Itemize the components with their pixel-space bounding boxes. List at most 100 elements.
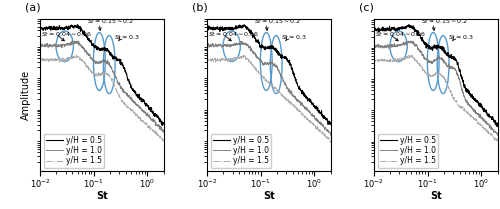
X-axis label: St: St (430, 191, 442, 201)
y/H = 1.5 (470, 116, 476, 119)
y/H = 1.5 (87, 68, 93, 71)
y/H = 1.5 (328, 140, 334, 143)
y/H = 1.0 (470, 107, 476, 110)
y/H = 1.0 (405, 40, 411, 42)
Line: y/H = 1.0: y/H = 1.0 (40, 41, 164, 132)
y/H = 1.5 (456, 104, 462, 107)
y/H = 1.5 (494, 139, 500, 142)
y/H = 1.0 (468, 106, 473, 108)
Line: y/H = 0.5: y/H = 0.5 (40, 25, 164, 125)
y/H = 1.5 (216, 59, 222, 61)
Legend: y/H = 0.5, y/H = 1.0, y/H = 1.5: y/H = 0.5, y/H = 1.0, y/H = 1.5 (210, 134, 272, 168)
Text: (a): (a) (25, 3, 41, 13)
y/H = 1.0 (37, 44, 43, 46)
y/H = 1.5 (37, 58, 43, 61)
y/H = 0.5 (300, 91, 306, 94)
Text: $St \approx 0.04{\sim}0.06$: $St \approx 0.04{\sim}0.06$ (208, 30, 260, 38)
Text: $St \approx 0.04{\sim}0.06$: $St \approx 0.04{\sim}0.06$ (375, 30, 426, 38)
y/H = 0.5 (468, 93, 473, 95)
y/H = 1.5 (134, 113, 140, 116)
y/H = 1.0 (300, 105, 306, 108)
X-axis label: St: St (96, 191, 108, 201)
y/H = 0.5 (134, 94, 140, 96)
y/H = 1.0 (302, 107, 308, 110)
y/H = 1.0 (75, 40, 81, 42)
y/H = 0.5 (241, 23, 247, 26)
Text: $St \approx 0.15{\sim}0.2$: $St \approx 0.15{\sim}0.2$ (254, 17, 300, 25)
y/H = 1.5 (122, 104, 128, 106)
Text: (c): (c) (359, 3, 374, 13)
y/H = 0.5 (92, 46, 98, 48)
Line: y/H = 1.5: y/H = 1.5 (40, 55, 164, 141)
y/H = 0.5 (421, 40, 427, 43)
Line: y/H = 1.5: y/H = 1.5 (207, 55, 330, 142)
y/H = 0.5 (325, 123, 331, 126)
y/H = 1.0 (160, 130, 166, 133)
y/H = 1.5 (408, 54, 414, 57)
Line: y/H = 1.0: y/H = 1.0 (207, 41, 330, 135)
y/H = 0.5 (216, 27, 222, 29)
y/H = 1.5 (258, 73, 264, 76)
Text: (b): (b) (192, 3, 208, 13)
y/H = 1.0 (258, 61, 264, 63)
y/H = 0.5 (302, 96, 308, 98)
y/H = 0.5 (470, 97, 476, 99)
y/H = 1.5 (136, 117, 142, 120)
y/H = 1.5 (421, 70, 427, 73)
y/H = 1.0 (328, 134, 334, 136)
y/H = 1.5 (300, 113, 306, 116)
y/H = 1.0 (92, 60, 98, 63)
y/H = 1.0 (204, 46, 210, 49)
y/H = 1.0 (87, 56, 93, 58)
y/H = 0.5 (406, 23, 412, 26)
y/H = 1.5 (160, 140, 166, 142)
y/H = 1.5 (426, 73, 432, 75)
Text: $St \approx 0.3$: $St \approx 0.3$ (281, 33, 306, 41)
Line: y/H = 0.5: y/H = 0.5 (374, 25, 498, 127)
y/H = 0.5 (384, 28, 390, 31)
y/H = 0.5 (254, 39, 260, 42)
y/H = 1.0 (494, 134, 500, 136)
Line: y/H = 0.5: y/H = 0.5 (207, 25, 330, 124)
Text: $St \approx 0.3$: $St \approx 0.3$ (114, 33, 140, 41)
y/H = 0.5 (50, 27, 56, 29)
y/H = 1.0 (216, 44, 222, 47)
Text: $St \approx 0.04{\sim}0.06$: $St \approx 0.04{\sim}0.06$ (41, 30, 92, 38)
X-axis label: St: St (263, 191, 274, 201)
y/H = 0.5 (204, 26, 210, 28)
y/H = 1.0 (122, 92, 128, 94)
y/H = 1.5 (494, 137, 500, 139)
y/H = 1.0 (371, 44, 377, 46)
y/H = 1.0 (160, 131, 166, 134)
y/H = 1.5 (302, 115, 308, 118)
y/H = 0.5 (456, 67, 462, 69)
y/H = 1.5 (204, 58, 210, 61)
y/H = 1.5 (468, 115, 473, 117)
y/H = 1.0 (136, 105, 142, 107)
y/H = 0.5 (159, 124, 165, 127)
y/H = 1.5 (371, 59, 377, 62)
y/H = 1.0 (134, 103, 140, 106)
y/H = 0.5 (328, 122, 334, 125)
y/H = 0.5 (494, 122, 500, 124)
Text: $St \approx 0.15{\sim}0.2$: $St \approx 0.15{\sim}0.2$ (87, 17, 134, 25)
y/H = 1.5 (254, 70, 260, 73)
y/H = 1.0 (426, 60, 432, 62)
Line: y/H = 1.5: y/H = 1.5 (374, 55, 498, 141)
y/H = 0.5 (289, 67, 295, 69)
Text: $St \approx 0.15{\sim}0.2$: $St \approx 0.15{\sim}0.2$ (421, 17, 468, 25)
y/H = 0.5 (371, 28, 377, 31)
y/H = 1.5 (384, 60, 390, 63)
Y-axis label: Amplitude: Amplitude (21, 70, 31, 120)
y/H = 1.5 (50, 59, 56, 61)
y/H = 1.0 (384, 46, 390, 48)
y/H = 0.5 (87, 41, 93, 43)
y/H = 1.5 (289, 104, 295, 106)
y/H = 1.5 (328, 141, 334, 144)
y/H = 1.0 (456, 77, 462, 79)
y/H = 0.5 (494, 125, 500, 128)
y/H = 1.5 (92, 72, 98, 75)
y/H = 0.5 (160, 122, 166, 125)
y/H = 0.5 (258, 46, 264, 48)
y/H = 1.0 (254, 56, 260, 59)
